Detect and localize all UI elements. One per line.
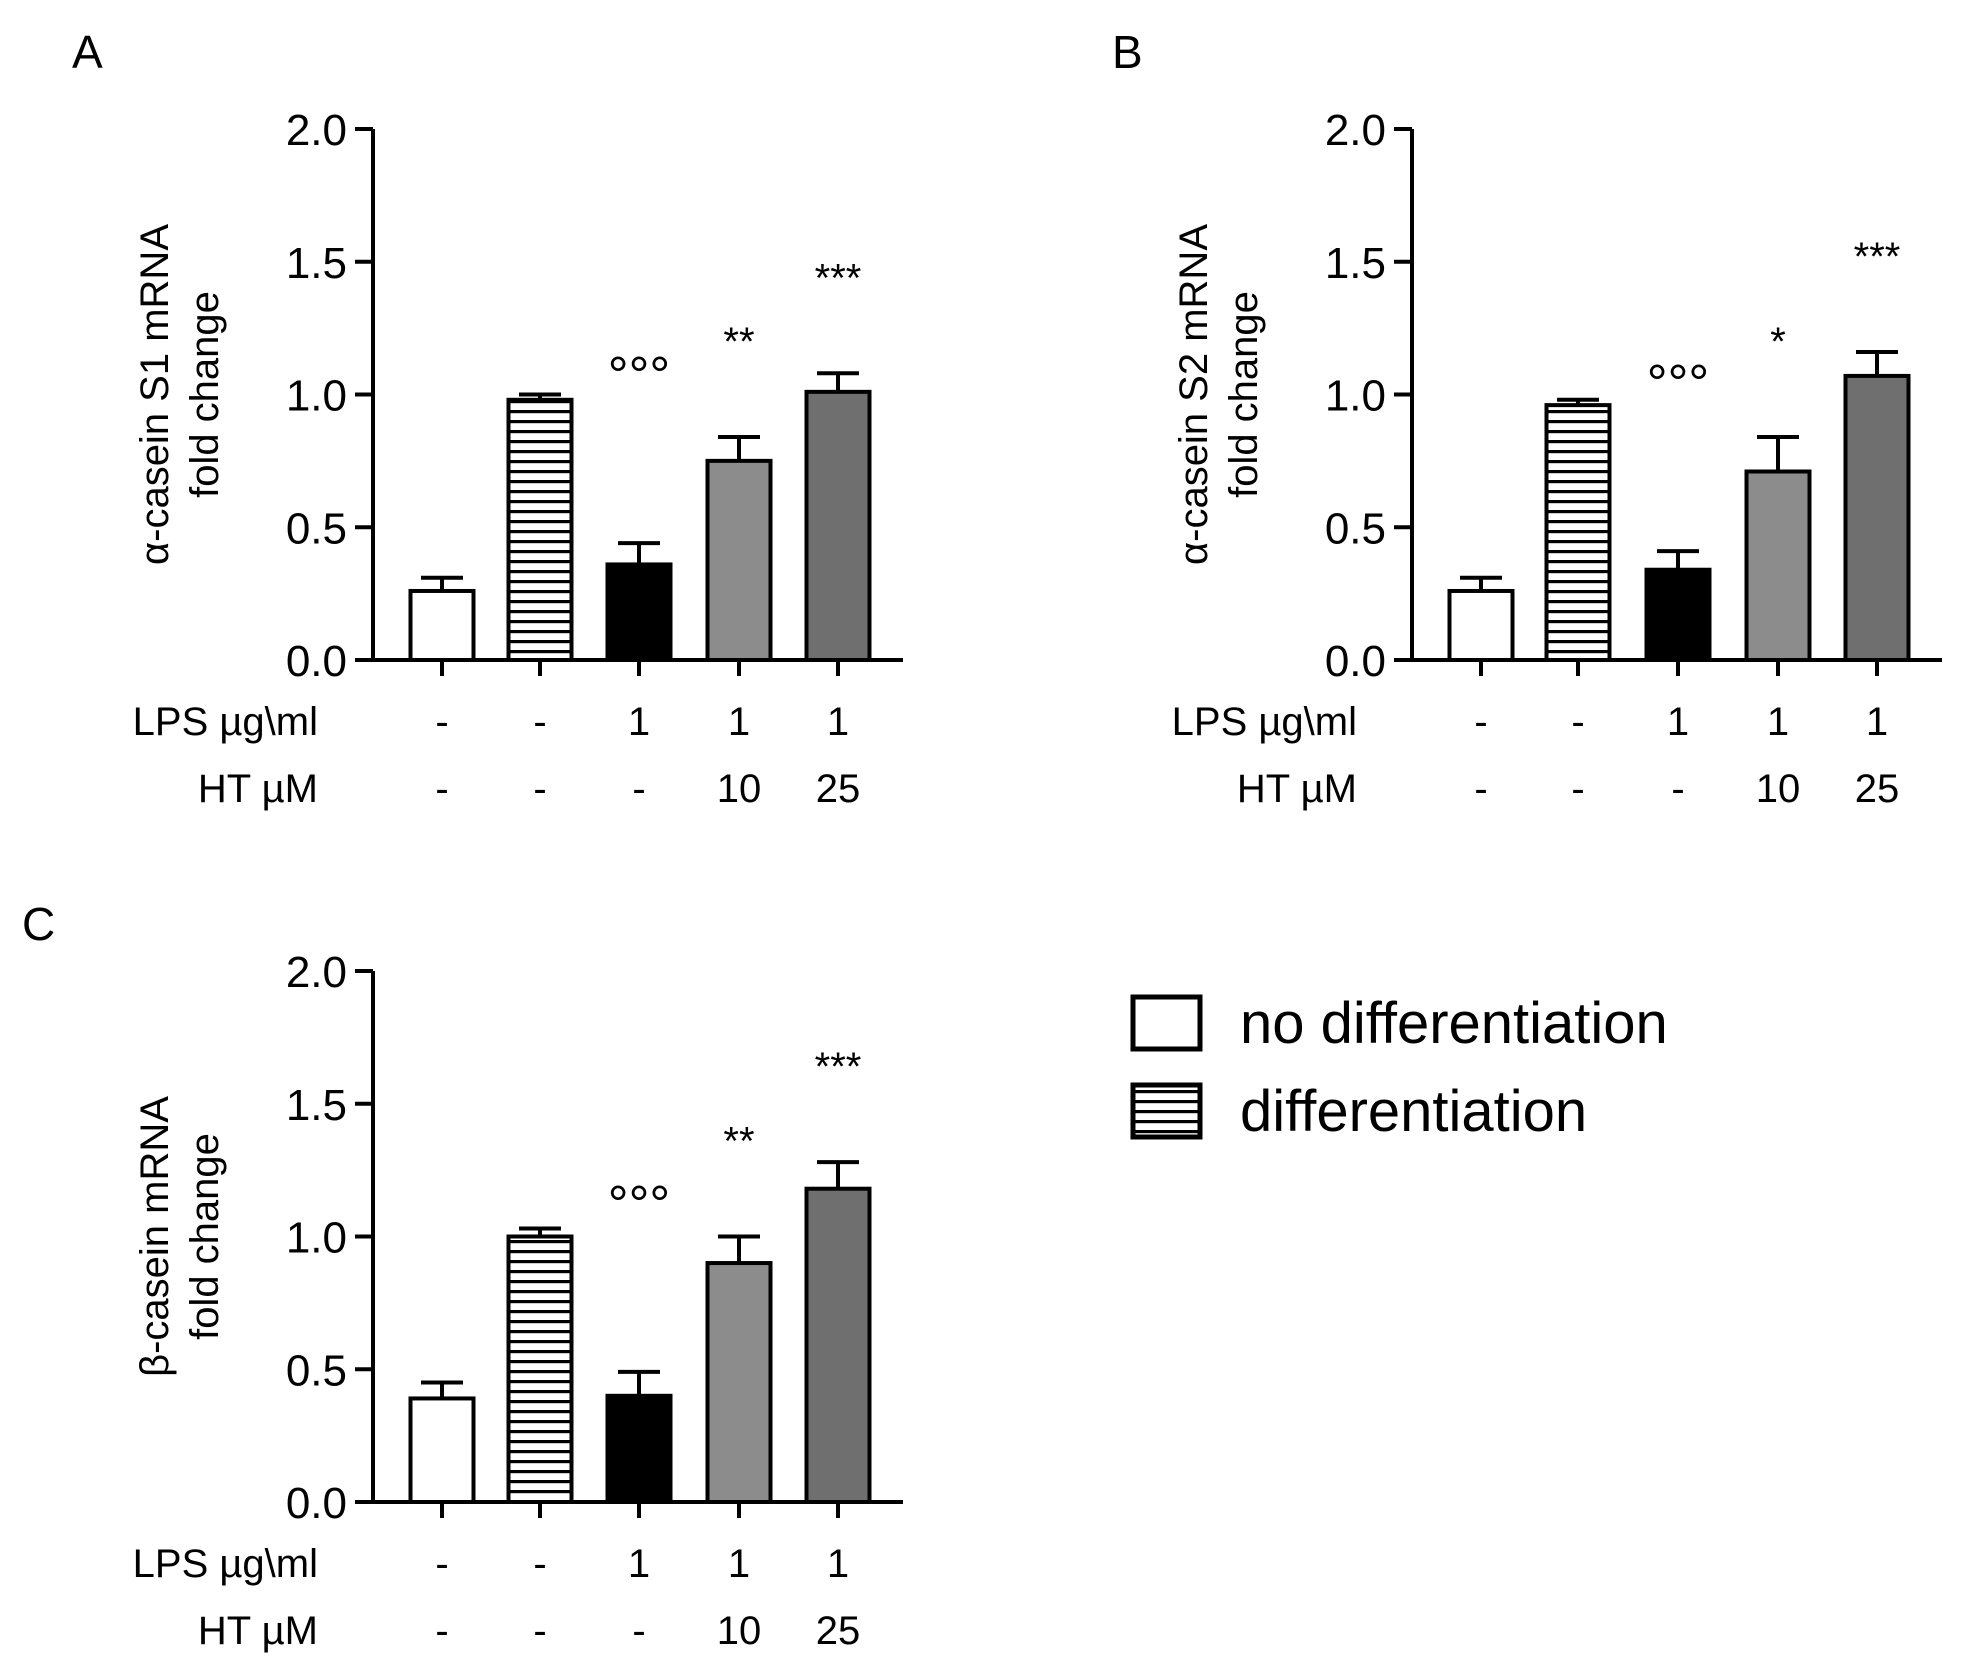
y-axis-title-line2: fold change [1222,291,1266,498]
condition-row-label: LPS µg\ml [133,700,318,744]
condition-value: 10 [717,767,762,811]
panel-label-a: A [72,26,103,78]
significance-label: °°° [608,347,670,405]
panel-a: A 0.0 0.5 1.0 1.5 2.0 α-casein S1 mRNA fold ch… [72,26,903,811]
condition-value: - [435,700,448,744]
bar [1447,588,1515,662]
condition-value: 25 [1855,767,1900,811]
bar [605,562,673,662]
panel-b: B 0.0 0.5 1.0 1.5 2.0 α-casein S2 mRNA fold ch… [1112,26,1942,811]
condition-value: 25 [816,767,861,811]
bar [605,1393,673,1505]
condition-value: 1 [628,700,650,744]
condition-value: - [533,700,546,744]
condition-value: - [435,1609,448,1653]
condition-value: 1 [827,1542,849,1586]
y-tick-label: 2.0 [286,948,347,997]
bar [506,397,574,662]
y-tick-label: 0.0 [286,1479,347,1528]
condition-value: - [1571,700,1584,744]
y-tick-label: 0.5 [286,504,347,553]
legend-swatch-no-differentiation [1130,994,1203,1052]
condition-value: - [533,767,546,811]
legend-label-no-differentiation: no differentiation [1240,991,1668,1056]
y-tick-label: 0.5 [1325,504,1386,553]
significance-label: °°° [608,1176,670,1234]
y-tick-label: 1.5 [1325,239,1386,288]
y-axis-title-line2: fold change [183,291,227,498]
y-axis-title: β-casein mRNA [133,1096,177,1377]
condition-value: 1 [728,700,750,744]
condition-value: - [1474,700,1487,744]
condition-row-label: LPS µg\ml [133,1542,318,1586]
panel-c: C 0.0 0.5 1.0 1.5 2.0 β-casein mRNA fold chang… [22,898,903,1653]
condition-row-label: HT µM [198,767,318,811]
condition-value: 1 [1667,700,1689,744]
bar [1544,403,1612,662]
y-tick-label: 1.5 [286,1081,347,1130]
condition-row-label: HT µM [198,1609,318,1653]
significance-label: ** [723,320,754,364]
y-tick-label: 0.0 [286,637,347,686]
y-tick-label: 1.0 [286,372,347,421]
bar [804,389,872,662]
panel-label-b: B [1112,26,1143,78]
condition-value: 25 [816,1609,861,1653]
y-tick-label: 1.0 [1325,372,1386,421]
y-axis-title-line2: fold change [183,1133,227,1340]
condition-value: - [1671,767,1684,811]
bar [506,1234,574,1504]
condition-value: - [1571,767,1584,811]
y-tick-label: 1.5 [286,239,347,288]
bar [705,1261,773,1505]
y-tick-label: 0.0 [1325,637,1386,686]
panel-label-c: C [22,898,55,950]
condition-value: - [533,1609,546,1653]
condition-value: - [632,767,645,811]
bar [1744,469,1812,662]
bar [1644,567,1712,662]
legend-label-differentiation: differentiation [1240,1079,1587,1144]
condition-value: 1 [1767,700,1789,744]
condition-value: - [533,1542,546,1586]
significance-label: * [1770,320,1786,364]
legend: no differentiation differentiation [1130,991,1668,1144]
significance-label: ** [723,1120,754,1164]
y-tick-label: 2.0 [1325,106,1386,155]
bar [804,1186,872,1504]
condition-value: 1 [827,700,849,744]
significance-label: *** [1854,235,1901,279]
condition-row-label: LPS µg\ml [1172,700,1357,744]
condition-value: - [632,1609,645,1653]
condition-value: 1 [628,1542,650,1586]
y-axis-title: α-casein S2 mRNA [1172,224,1216,565]
condition-value: - [435,767,448,811]
bar [1843,373,1911,662]
y-axis-title: α-casein S1 mRNA [133,224,177,565]
significance-label: °°° [1647,355,1709,413]
condition-value: 1 [1866,700,1888,744]
condition-row-label: HT µM [1237,767,1357,811]
y-tick-label: 2.0 [286,106,347,155]
y-tick-label: 0.5 [286,1346,347,1395]
bar [705,458,773,662]
bar [408,588,476,662]
significance-label: *** [815,1045,862,1089]
condition-value: 1 [728,1542,750,1586]
bar [408,1396,476,1504]
condition-value: - [1474,767,1487,811]
condition-value: - [435,1542,448,1586]
condition-value: 10 [1756,767,1801,811]
legend-swatch-differentiation [1130,1082,1203,1140]
y-tick-label: 1.0 [286,1214,347,1263]
significance-label: *** [815,256,862,300]
condition-value: 10 [717,1609,762,1653]
